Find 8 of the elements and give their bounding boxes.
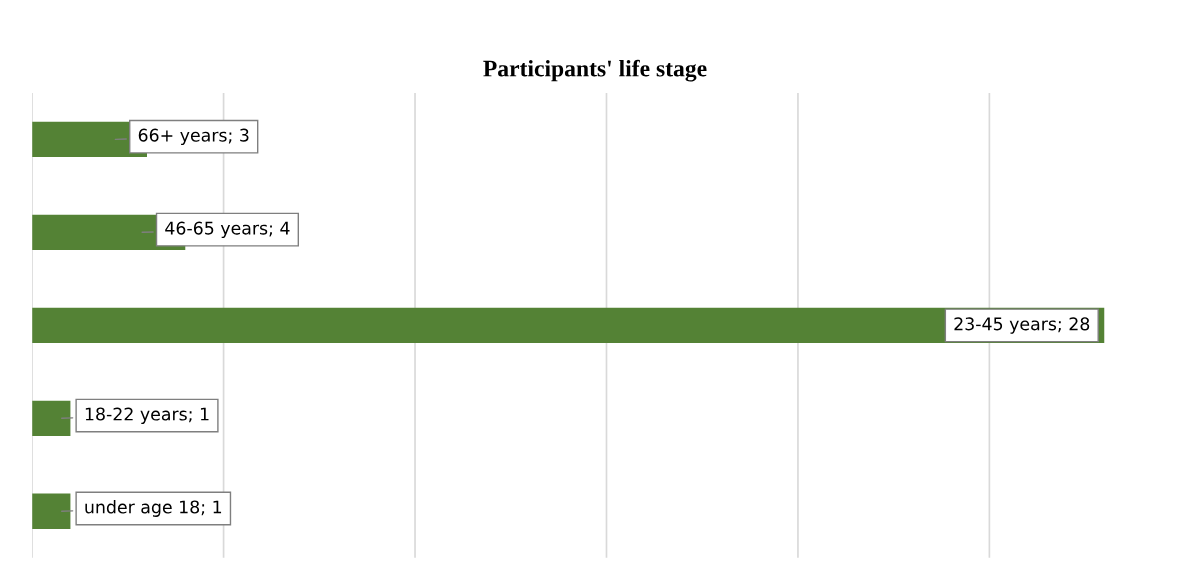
data-label: 46-65 years; 4 xyxy=(165,221,290,239)
data-label: 18-22 years; 1 xyxy=(85,407,209,424)
data-label: 66+ years; 3 xyxy=(138,128,249,146)
data-label: under age 18; 1 xyxy=(85,500,222,517)
data-label: 23-45 years; 28 xyxy=(954,317,1090,334)
bar xyxy=(32,400,71,436)
chart-title: Participants' life stage xyxy=(483,59,707,82)
bar xyxy=(32,493,71,529)
